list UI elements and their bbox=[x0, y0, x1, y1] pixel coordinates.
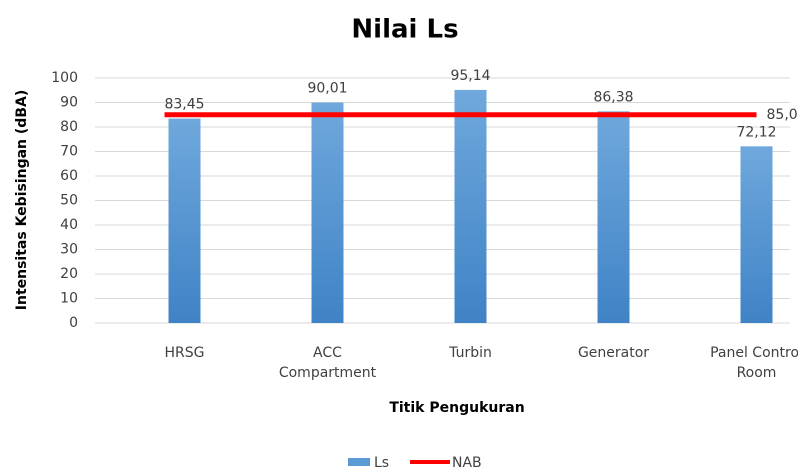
legend-swatch bbox=[348, 458, 370, 466]
legend-label: NAB bbox=[452, 455, 482, 471]
bar bbox=[454, 89, 487, 323]
data-label: 86,38 bbox=[593, 89, 633, 105]
y-tick-label: 0 bbox=[69, 315, 78, 331]
y-tick-label: 60 bbox=[60, 168, 78, 184]
x-tick-label: HRSG bbox=[164, 345, 205, 361]
data-label: 72,12 bbox=[736, 124, 776, 140]
y-tick-label: 30 bbox=[60, 242, 78, 258]
bar bbox=[597, 111, 630, 323]
x-tick-label: Turbin bbox=[449, 345, 492, 361]
x-tick-label: Panel Control Room bbox=[710, 345, 798, 381]
bar bbox=[311, 102, 344, 324]
y-tick-label: 50 bbox=[60, 193, 78, 209]
data-label: 90,01 bbox=[307, 80, 347, 96]
data-label: 83,45 bbox=[164, 97, 204, 113]
bar bbox=[168, 118, 201, 323]
y-tick-label: 70 bbox=[60, 144, 78, 160]
legend-label: Ls bbox=[374, 455, 389, 471]
y-tick-label: 100 bbox=[51, 70, 78, 86]
chart-title: Nilai Ls bbox=[351, 15, 458, 45]
bar bbox=[740, 146, 773, 323]
y-tick-label: 20 bbox=[60, 266, 78, 282]
x-tick-label: ACC Compartment bbox=[278, 345, 377, 381]
y-tick-label: 90 bbox=[60, 95, 78, 111]
data-label: 95,14 bbox=[450, 68, 490, 84]
y-tick-label: 40 bbox=[60, 217, 78, 233]
x-axis-label: Titik Pengukuran bbox=[389, 400, 524, 416]
y-tick-label: 10 bbox=[60, 291, 78, 307]
data-label: 85,00 bbox=[767, 107, 798, 123]
x-tick-label: Generator bbox=[577, 345, 650, 361]
y-axis-label: Intensitas Kebisingan (dBA) bbox=[14, 90, 30, 310]
y-tick-label: 80 bbox=[60, 119, 78, 135]
